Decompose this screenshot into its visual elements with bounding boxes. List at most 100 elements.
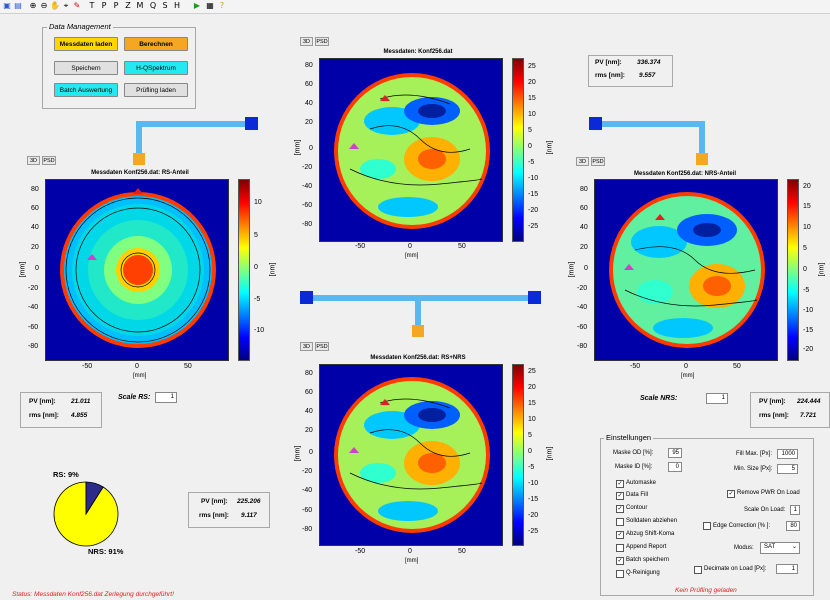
pan-icon[interactable]: ✋ — [50, 1, 60, 10]
top-cbar-tick: -5 — [528, 159, 535, 166]
open-icon[interactable]: ▣ — [3, 1, 11, 10]
scale-nrs-label: Scale NRS: — [640, 395, 678, 402]
right-ylabel: [mm] — [568, 261, 576, 278]
tool-t[interactable]: T — [89, 1, 95, 10]
top-cbar-tick: 25 — [528, 63, 536, 70]
data-management-title: Data Management — [47, 22, 113, 31]
left-plot-title: Messdaten Konf256.dat: RS-Anteil — [91, 170, 189, 176]
solldaten-checkbox[interactable] — [616, 518, 624, 526]
contour-checkbox[interactable]: ✓ — [616, 505, 624, 513]
messdaten-laden-button[interactable]: Messdaten laden — [54, 37, 118, 51]
stats-left-rms-value: 4.855 — [71, 412, 88, 419]
right-ytick: 40 — [580, 224, 588, 231]
q-reinigung-checkbox[interactable] — [616, 570, 624, 578]
tool-q[interactable]: Q — [149, 1, 157, 10]
automaske-label: Automaske — [626, 480, 657, 486]
bottom-cbar-tick: -5 — [528, 464, 535, 471]
maske-id-input[interactable]: 0 — [668, 462, 682, 472]
stats-left-rms-label: rms [nm]: — [29, 412, 59, 419]
batch-auswertung-button[interactable]: Batch Auswertung — [54, 83, 118, 97]
stats-top-pv-value: 336.374 — [637, 59, 661, 66]
stats-bottom-box: PV [nm]: 225.206 rms [nm]: 9.117 — [188, 492, 270, 528]
right-plot-map[interactable] — [594, 179, 778, 361]
modus-select[interactable]: SAT ⌄ — [760, 542, 800, 554]
data-fill-checkbox[interactable]: ✓ — [616, 492, 624, 500]
top-3d-button[interactable]: 3D — [300, 37, 313, 46]
top-psd-button[interactable]: PSD — [315, 37, 329, 46]
top-ytick: -80 — [302, 221, 313, 228]
right-xtick: -50 — [630, 363, 641, 370]
zoom-out-icon[interactable]: ⊖ — [40, 1, 48, 10]
left-ytick: -20 — [28, 285, 39, 292]
bottom-3d-button[interactable]: 3D — [300, 342, 313, 351]
tool-h[interactable]: H — [173, 1, 180, 10]
bottom-plot-map[interactable] — [319, 364, 503, 546]
right-cbar-tick: -5 — [803, 287, 810, 294]
min-size-input[interactable]: 5 — [777, 464, 798, 474]
scale-nrs-input[interactable]: 1 — [706, 393, 728, 404]
tool-p2[interactable]: P — [113, 1, 119, 10]
automaske-checkbox[interactable]: ✓ — [616, 480, 624, 488]
bottom-psd-button[interactable]: PSD — [315, 342, 329, 351]
tool-z[interactable]: Z — [125, 1, 131, 10]
toolbar: ▣ ▤ ⊕ ⊖ ✋ ⌖ ✎ T P P Z M Q S H ▶ ▦ ? — [0, 0, 830, 14]
top-cbar-tick: 15 — [528, 95, 536, 102]
bottom-ytick: -60 — [302, 507, 313, 514]
left-psd-button[interactable]: PSD — [42, 156, 56, 165]
edge-correction-checkbox[interactable] — [703, 522, 711, 530]
h-qspektrum-button[interactable]: H-QSpektrum — [124, 61, 188, 75]
right-cbar-label: [nm] — [818, 262, 826, 277]
abzug-shift-koma-checkbox[interactable]: ✓ — [616, 531, 624, 539]
help-icon[interactable]: ? — [219, 1, 225, 10]
bottom-ytick: 80 — [305, 370, 313, 377]
run-icon[interactable]: ▶ — [193, 1, 201, 10]
left-ytick: -40 — [28, 304, 39, 311]
top-ytick: -60 — [302, 202, 313, 209]
berechnen-button[interactable]: Berechnen — [124, 37, 188, 51]
remove-pwr-checkbox[interactable]: ✓ — [727, 490, 735, 498]
top-cbar-tick: -10 — [528, 175, 539, 182]
right-xtick: 50 — [733, 363, 741, 370]
maske-od-input[interactable]: 95 — [668, 448, 682, 458]
connector-node-bottom-left — [300, 291, 313, 304]
append-report-checkbox[interactable] — [616, 544, 624, 552]
data-cursor-icon[interactable]: ⌖ — [63, 1, 69, 10]
decimate-input[interactable]: 1 — [776, 564, 798, 574]
scale-rs-input[interactable]: 1 — [155, 392, 177, 403]
maske-od-label: Maske OD [%]: — [613, 450, 654, 456]
edge-correction-input[interactable]: 80 — [786, 521, 800, 531]
right-3d-button[interactable]: 3D — [576, 157, 589, 166]
connector-node-bottom-right — [528, 291, 541, 304]
connector-node-left-orange — [133, 153, 145, 165]
tool-p1[interactable]: P — [101, 1, 107, 10]
scale-on-load-input[interactable]: 1 — [790, 505, 800, 515]
batch-speichern-checkbox[interactable]: ✓ — [616, 557, 624, 565]
tool-s[interactable]: S — [162, 1, 168, 10]
connector-node-left — [245, 117, 258, 130]
stats-left-pv-value: 21.011 — [71, 398, 91, 405]
bottom-cbar-tick: -25 — [528, 528, 539, 535]
q-reinigung-label: Q-Reinigung — [626, 570, 660, 576]
save-icon[interactable]: ▤ — [14, 1, 22, 10]
left-cbar-tick: -5 — [254, 296, 261, 303]
bottom-ytick: 20 — [305, 427, 313, 434]
right-ytick: 0 — [584, 265, 588, 272]
right-xlabel: [mm] — [681, 373, 695, 379]
pruefling-laden-button[interactable]: Prüfling laden — [124, 83, 188, 97]
top-ytick: -40 — [302, 183, 313, 190]
right-cbar-tick: 0 — [803, 266, 807, 273]
right-psd-button[interactable]: PSD — [591, 157, 605, 166]
pie-nrs-label: NRS: 91% — [88, 547, 124, 556]
snapshot-icon[interactable]: ▦ — [206, 1, 214, 10]
tool-m[interactable]: M — [136, 1, 144, 10]
fill-max-input[interactable]: 1000 — [777, 449, 798, 459]
speichern-button[interactable]: Speichern — [54, 61, 118, 75]
zoom-in-icon[interactable]: ⊕ — [29, 1, 37, 10]
bottom-cbar-tick: 10 — [528, 416, 536, 423]
decimate-checkbox[interactable] — [694, 566, 702, 574]
top-plot-map[interactable] — [319, 58, 503, 242]
contour-label: Contour — [626, 505, 648, 511]
left-3d-button[interactable]: 3D — [27, 156, 40, 165]
brush-icon[interactable]: ✎ — [73, 1, 81, 10]
left-plot-map[interactable] — [45, 179, 229, 361]
